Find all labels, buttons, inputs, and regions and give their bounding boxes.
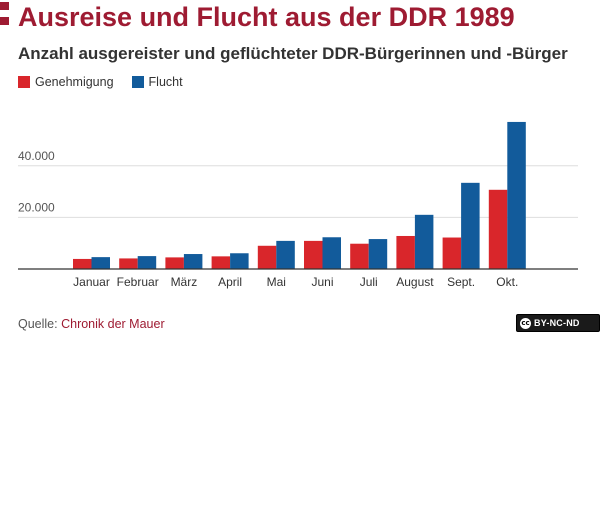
chart-subtitle: Anzahl ausgereister und geflüchteter DDR… <box>18 44 568 63</box>
legend-label-genehmigung: Genehmigung <box>35 75 114 89</box>
bar-genehmigung <box>442 237 462 269</box>
x-tick-label: Mai <box>267 275 286 289</box>
legend-label-flucht: Flucht <box>148 75 183 89</box>
legend-swatch-genehmigung <box>18 76 30 88</box>
bar-genehmigung <box>350 243 369 269</box>
accent-mark-bottom <box>0 17 9 25</box>
x-tick-label: April <box>218 275 242 289</box>
source-link[interactable]: Chronik der Mauer <box>61 317 165 331</box>
bar-chart: 20.000 40.000 Januar Februar März April Mai Jun… <box>18 121 578 289</box>
bar-genehmigung <box>257 245 277 269</box>
bar-genehmigung <box>211 256 231 269</box>
license-text: BY-NC-ND <box>534 318 580 328</box>
legend-swatch-flucht <box>131 76 144 88</box>
bar-flucht <box>276 240 295 269</box>
x-tick-label: August <box>396 275 434 289</box>
x-tick-label: Juni <box>311 275 333 289</box>
bar-genehmigung <box>165 257 184 269</box>
source-label: Quelle: <box>18 317 58 331</box>
bar-flucht <box>322 237 341 269</box>
x-tick-label: Sept. <box>447 275 475 289</box>
y-tick-label: 20.000 <box>18 200 55 214</box>
legend: Genehmigung Flucht <box>18 75 183 89</box>
accent-mark-top <box>0 2 9 10</box>
bar-flucht <box>368 239 388 269</box>
x-tick-label: Februar <box>117 275 159 289</box>
bar-flucht <box>137 256 157 269</box>
bar-flucht <box>414 214 434 269</box>
chart-title: Ausreise und Flucht aus der DDR 1989 <box>18 2 515 32</box>
bar-flucht <box>91 257 110 269</box>
y-tick-label: 40.000 <box>18 149 55 163</box>
bar-genehmigung <box>119 258 138 269</box>
bar-genehmigung <box>396 235 415 269</box>
bar-genehmigung <box>488 189 508 269</box>
x-tick-label: Januar <box>73 275 110 289</box>
license-badge[interactable]: cc BY-NC-ND <box>516 314 600 332</box>
bar-genehmigung <box>73 258 92 269</box>
legend-item-genehmigung: Genehmigung <box>18 75 114 89</box>
creative-commons-icon: cc <box>520 317 531 329</box>
source-line: Quelle: Chronik der Mauer <box>18 317 165 331</box>
bar-genehmigung <box>304 240 323 269</box>
x-tick-label: Okt. <box>496 275 518 289</box>
legend-item-flucht: Flucht <box>131 75 183 89</box>
bar-flucht <box>461 182 480 269</box>
bar-flucht <box>183 254 203 269</box>
bar-flucht <box>507 121 526 269</box>
x-tick-label: Juli <box>360 275 378 289</box>
bar-flucht <box>230 253 249 269</box>
x-tick-label: März <box>171 275 198 289</box>
